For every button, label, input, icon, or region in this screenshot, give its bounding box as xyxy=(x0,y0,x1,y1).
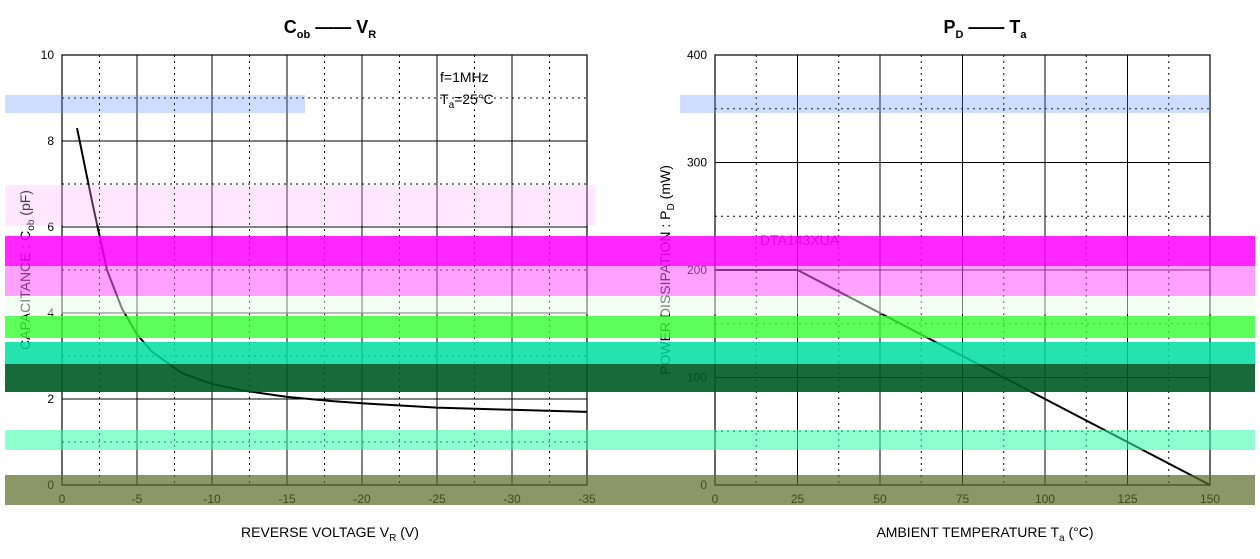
y-tick-label: 300 xyxy=(687,156,707,170)
y-tick-label: 0 xyxy=(47,478,54,492)
capacitance-chart: 0 -5 -10 -15 -20 -25 -30 -35 0 2 4 6 8 10 Cob —— VR REV… xyxy=(17,17,596,544)
x-tick-label: 75 xyxy=(956,492,970,506)
x-tick-label: 50 xyxy=(873,492,887,506)
y-tick-label: 6 xyxy=(47,220,54,234)
x-tick-label: -30 xyxy=(503,492,521,506)
x-tick-label: 0 xyxy=(59,492,66,506)
x-tick-label: 25 xyxy=(791,492,805,506)
y-tick-label: 2 xyxy=(47,392,54,406)
x-tick-label: 150 xyxy=(1200,492,1220,506)
x-tick-label: -25 xyxy=(428,492,446,506)
x-tick-label: -10 xyxy=(203,492,221,506)
y-tick-label: 8 xyxy=(47,134,54,148)
y-tick-label: 4 xyxy=(47,306,54,320)
y-tick-label: 200 xyxy=(687,263,707,277)
x-tick-label: -5 xyxy=(132,492,143,506)
x-tick-label: 100 xyxy=(1035,492,1055,506)
y-axis-label: CAPACITANCE : Cob (pF) xyxy=(17,190,37,350)
chart-title: PD —— Ta xyxy=(943,17,1027,41)
y-tick-label: 400 xyxy=(687,48,707,62)
x-axis-label: REVERSE VOLTAGE VR (V) xyxy=(241,524,419,544)
x-axis-label: AMBIENT TEMPERATURE Ta (°C) xyxy=(876,524,1093,544)
x-tick-label: -20 xyxy=(353,492,371,506)
x-tick-label: -35 xyxy=(578,492,596,506)
annotation: f=1MHz xyxy=(440,69,489,85)
annotation: Ta=25°C xyxy=(440,91,494,111)
x-tick-label: 0 xyxy=(712,492,719,506)
x-tick-label: 125 xyxy=(1117,492,1137,506)
power-dissipation-chart: 0 25 50 75 100 125 150 0 100 200 300 400 PD —— Ta AMB… xyxy=(657,17,1220,544)
y-tick-label: 0 xyxy=(700,478,707,492)
y-axis-label: POWER DISSIPATION : PD (mW) xyxy=(657,165,677,375)
y-tick-label: 100 xyxy=(687,371,707,385)
x-tick-label: -15 xyxy=(278,492,296,506)
annotation: DTA143XUA xyxy=(760,232,840,248)
y-tick-label: 10 xyxy=(41,48,55,62)
chart-title: Cob —— VR xyxy=(284,17,376,41)
